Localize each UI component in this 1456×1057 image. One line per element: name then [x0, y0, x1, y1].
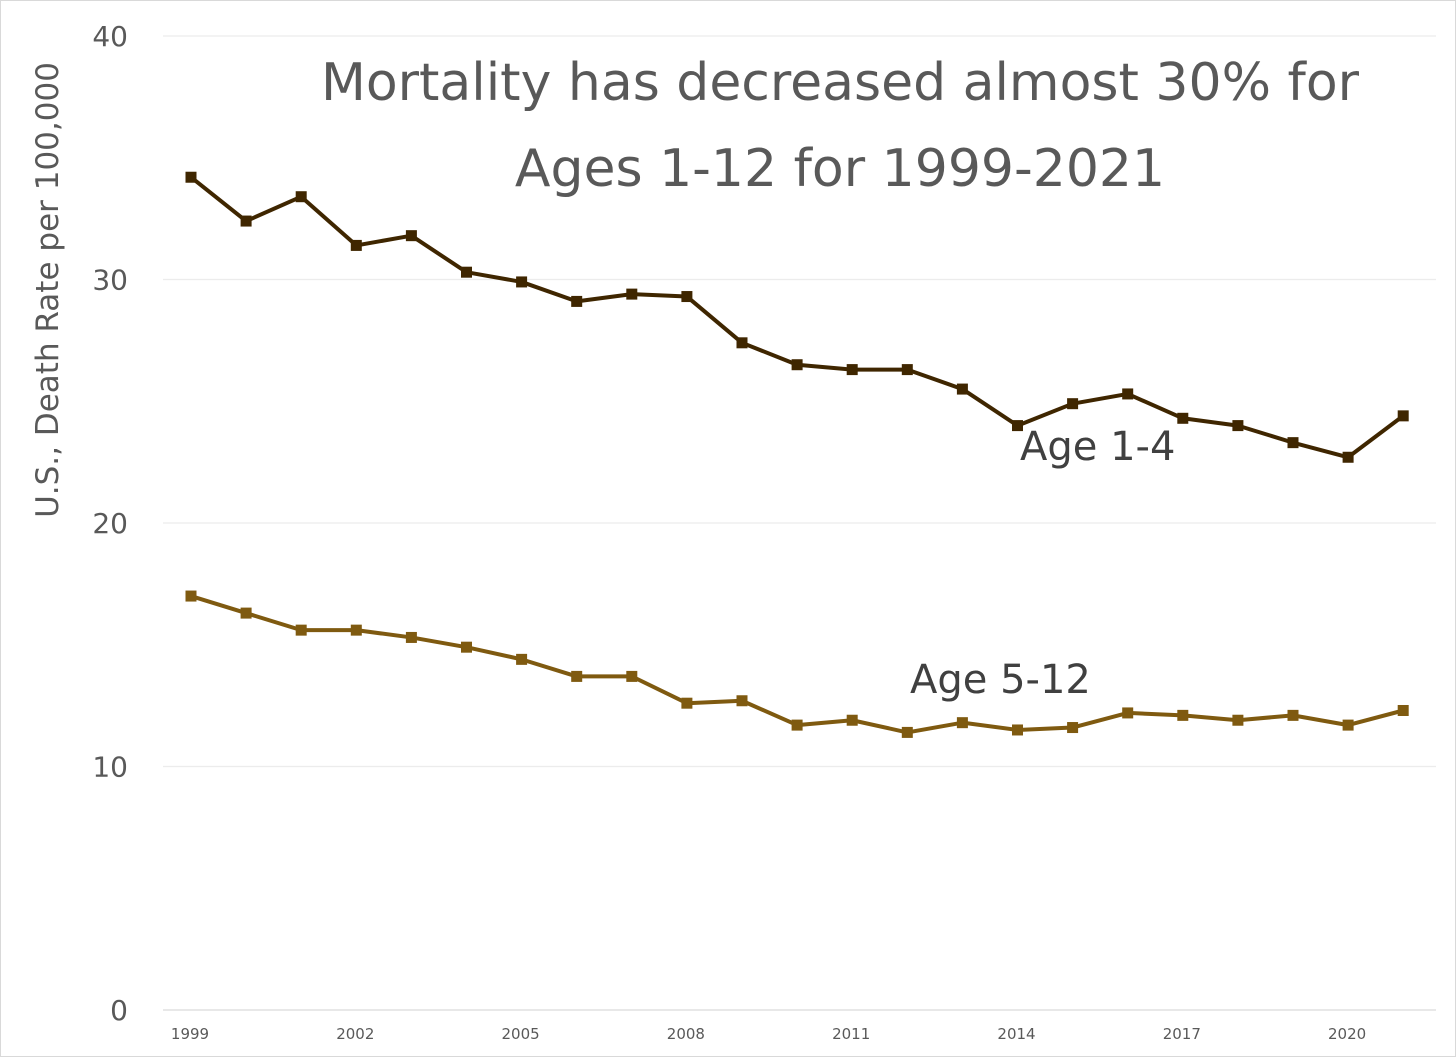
data-point — [350, 239, 362, 251]
data-point — [516, 276, 528, 288]
data-point — [846, 364, 858, 376]
data-point — [1397, 704, 1409, 716]
data-point — [681, 697, 693, 709]
data-point — [1232, 714, 1244, 726]
data-point — [185, 171, 197, 183]
data-point — [350, 624, 362, 636]
data-point — [846, 714, 858, 726]
y-tick-label: 30 — [92, 264, 128, 297]
x-tick-label: 2011 — [832, 1025, 870, 1043]
data-point — [626, 670, 638, 682]
data-point — [681, 291, 693, 303]
series-line-age-1-4 — [189, 175, 1405, 460]
data-point — [405, 631, 417, 643]
data-point — [901, 726, 913, 738]
data-point — [1067, 398, 1079, 410]
data-point — [736, 695, 748, 707]
data-point — [791, 719, 803, 731]
data-point — [295, 624, 307, 636]
x-axis-ticks: 1999 2002 2005 2008 2011 2014 2017 2020 — [171, 1025, 1366, 1043]
data-point — [461, 266, 472, 278]
data-point — [240, 215, 252, 227]
data-point — [901, 364, 913, 376]
gridlines — [163, 35, 1436, 1011]
series-age-5-12 — [185, 590, 1409, 738]
data-point — [1122, 388, 1134, 400]
y-tick-label: 0 — [110, 994, 128, 1027]
data-point — [956, 717, 968, 729]
data-point — [405, 230, 417, 242]
data-point — [791, 359, 803, 371]
data-point — [1397, 410, 1409, 422]
data-point — [1232, 420, 1244, 432]
series-group — [185, 171, 1409, 738]
x-tick-label: 2002 — [336, 1025, 374, 1043]
data-point — [1342, 451, 1354, 463]
data-point — [185, 590, 197, 602]
data-point — [240, 607, 252, 619]
y-tick-label: 40 — [92, 20, 128, 53]
series-labels: Age 1-4 Age 5-12 — [910, 424, 1175, 703]
x-tick-label: 1999 — [171, 1025, 209, 1043]
data-point — [571, 295, 583, 307]
chart-title-line-1: Mortality has decreased almost 30% for — [320, 53, 1360, 113]
data-point — [1012, 420, 1023, 432]
data-point — [1012, 724, 1023, 736]
data-point — [516, 653, 528, 665]
data-point — [736, 337, 748, 349]
x-tick-label: 2017 — [1163, 1025, 1201, 1043]
series-line-age-5-12 — [190, 594, 1404, 735]
data-point — [1122, 707, 1134, 719]
data-point — [1067, 722, 1079, 734]
data-point — [295, 191, 307, 203]
y-tick-label: 20 — [92, 507, 128, 540]
y-axis-ticks: 0 10 20 30 40 — [92, 20, 128, 1027]
data-point — [1177, 709, 1189, 721]
y-tick-label: 10 — [92, 751, 128, 784]
x-tick-label: 2005 — [502, 1025, 540, 1043]
series-label-age-5-12: Age 5-12 — [910, 657, 1091, 703]
y-axis-label-text: U.S., Death Rate per 100,000 — [30, 62, 66, 518]
x-tick-label: 2020 — [1328, 1025, 1366, 1043]
chart-title: Mortality has decreased almost 30% for A… — [250, 40, 1430, 212]
data-point — [461, 641, 472, 653]
data-point — [626, 288, 638, 300]
x-tick-label: 2014 — [997, 1025, 1035, 1043]
data-point — [956, 383, 968, 395]
data-point — [1342, 719, 1354, 731]
data-point — [1287, 709, 1299, 721]
series-label-age-1-4: Age 1-4 — [1020, 424, 1175, 470]
data-point — [1177, 412, 1189, 424]
data-point — [1287, 437, 1299, 449]
x-tick-label: 2008 — [667, 1025, 705, 1043]
series-age-1-4 — [185, 171, 1409, 463]
chart-title-line-2: Ages 1-12 for 1999-2021 — [514, 139, 1166, 199]
data-point — [571, 670, 583, 682]
